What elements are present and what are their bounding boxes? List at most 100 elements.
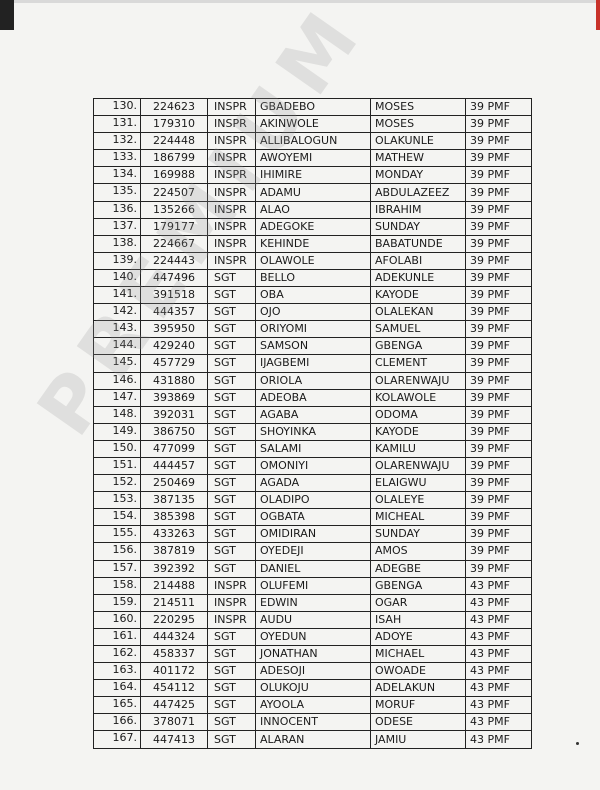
table-row: 139. 224443 INSPR OLAWOLE AFOLABI 39 PMF (93, 251, 532, 270)
cell-unit: 39 PMF (465, 388, 532, 407)
cell-surname: OMIDIRAN (255, 525, 371, 544)
personnel-table: 130. 224623 INSPR GBADEBO MOSES 39 PMF 131. 179… (93, 97, 532, 749)
cell-num: 132. (93, 132, 141, 151)
cell-rank: INSPR (207, 183, 256, 202)
scan-edge-mark (0, 0, 14, 30)
table-row: 165. 447425 SGT AYOOLA MORUF 43 PMF (93, 696, 532, 715)
cell-rank: INSPR (207, 115, 256, 134)
cell-firstname: MICHAEL (370, 644, 466, 664)
cell-firstname: ELAIGWU (370, 474, 466, 493)
cell-rank: SGT (207, 474, 256, 493)
cell-unit: 43 PMF (465, 576, 532, 595)
cell-unit: 43 PMF (465, 679, 532, 698)
cell-id: 186799 (140, 149, 208, 168)
cell-num: 142. (93, 303, 141, 322)
cell-rank: SGT (207, 268, 256, 288)
cell-rank: INSPR (207, 200, 256, 219)
cell-num: 167. (93, 730, 141, 749)
cell-num: 154. (93, 508, 141, 527)
cell-num: 131. (93, 115, 141, 134)
cell-id: 386750 (140, 422, 208, 441)
cell-surname: IHIMIRE (255, 166, 371, 185)
cell-unit: 39 PMF (465, 320, 532, 339)
cell-num: 146. (93, 371, 141, 390)
cell-rank: SGT (207, 439, 256, 458)
cell-unit: 39 PMF (465, 132, 532, 151)
cell-rank: SGT (207, 713, 256, 732)
cell-surname: AGABA (255, 405, 371, 424)
cell-firstname: OGAR (370, 593, 466, 612)
cell-surname: ADEGOKE (255, 217, 371, 236)
table-row: 131. 179310 INSPR AKINWOLE MOSES 39 PMF (93, 115, 532, 134)
table-row: 167. 447413 SGT ALARAN JAMIU 43 PMF (93, 730, 532, 749)
cell-id: 401172 (140, 662, 208, 681)
table-row: 143. 395950 SGT ORIYOMI SAMUEL 39 PMF (93, 320, 532, 339)
cell-firstname: MOSES (370, 115, 466, 134)
cell-id: 220295 (140, 610, 208, 629)
cell-surname: OMONIYI (255, 456, 371, 476)
cell-surname: ADEOBA (255, 388, 371, 407)
cell-id: 214511 (140, 593, 208, 612)
cell-unit: 39 PMF (465, 251, 532, 270)
cell-id: 214488 (140, 576, 208, 595)
cell-surname: ORIYOMI (255, 320, 371, 339)
cell-firstname: SUNDAY (370, 217, 466, 236)
cell-num: 165. (93, 696, 141, 715)
cell-unit: 39 PMF (465, 234, 532, 253)
cell-num: 158. (93, 576, 141, 595)
cell-surname: SALAMI (255, 439, 371, 458)
table-row: 164. 454112 SGT OLUKOJU ADELAKUN 43 PMF (93, 679, 532, 698)
cell-unit: 39 PMF (465, 286, 532, 305)
cell-rank: SGT (207, 627, 256, 647)
cell-rank: INSPR (207, 610, 256, 629)
cell-unit: 39 PMF (465, 474, 532, 493)
table-row: 163. 401172 SGT ADESOJI OWOADE 43 PMF (93, 662, 532, 681)
cell-num: 156. (93, 542, 141, 561)
cell-rank: SGT (207, 662, 256, 681)
cell-firstname: MONDAY (370, 166, 466, 185)
cell-surname: OYEDUN (255, 627, 371, 647)
cell-surname: ALARAN (255, 730, 371, 749)
cell-num: 153. (93, 491, 141, 510)
cell-firstname: SUNDAY (370, 525, 466, 544)
table-row: 135. 224507 INSPR ADAMU ABDULAZEEZ 39 PMF (93, 183, 532, 202)
cell-unit: 39 PMF (465, 439, 532, 458)
cell-surname: ADESOJI (255, 662, 371, 681)
cell-rank: SGT (207, 320, 256, 339)
cell-firstname: ABDULAZEEZ (370, 183, 466, 202)
cell-num: 147. (93, 388, 141, 407)
cell-surname: KEHINDE (255, 234, 371, 253)
cell-id: 431880 (140, 371, 208, 390)
cell-firstname: ODESE (370, 713, 466, 732)
cell-surname: DANIEL (255, 559, 371, 578)
cell-num: 164. (93, 679, 141, 698)
scan-edge-red (596, 0, 600, 30)
cell-num: 152. (93, 474, 141, 493)
cell-id: 447425 (140, 696, 208, 715)
cell-num: 160. (93, 610, 141, 629)
cell-rank: SGT (207, 559, 256, 578)
cell-id: 224667 (140, 234, 208, 253)
cell-num: 144. (93, 337, 141, 356)
cell-num: 161. (93, 627, 141, 647)
table-row: 149. 386750 SGT SHOYINKA KAYODE 39 PMF (93, 422, 532, 441)
cell-id: 179310 (140, 115, 208, 134)
cell-rank: INSPR (207, 234, 256, 253)
cell-rank: SGT (207, 525, 256, 544)
cell-firstname: MOSES (370, 97, 466, 117)
cell-firstname: ADOYE (370, 627, 466, 647)
cell-unit: 43 PMF (465, 696, 532, 715)
cell-id: 429240 (140, 337, 208, 356)
cell-id: 135266 (140, 200, 208, 219)
cell-unit: 39 PMF (465, 97, 532, 117)
cell-surname: ALLIBALOGUN (255, 132, 371, 151)
cell-surname: AWOYEMI (255, 149, 371, 168)
cell-firstname: MATHEW (370, 149, 466, 168)
cell-id: 224623 (140, 97, 208, 117)
cell-firstname: OLALEKAN (370, 303, 466, 322)
cell-num: 137. (93, 217, 141, 236)
cell-unit: 39 PMF (465, 337, 532, 356)
cell-id: 457729 (140, 354, 208, 373)
cell-rank: SGT (207, 337, 256, 356)
cell-firstname: OLAKUNLE (370, 132, 466, 151)
